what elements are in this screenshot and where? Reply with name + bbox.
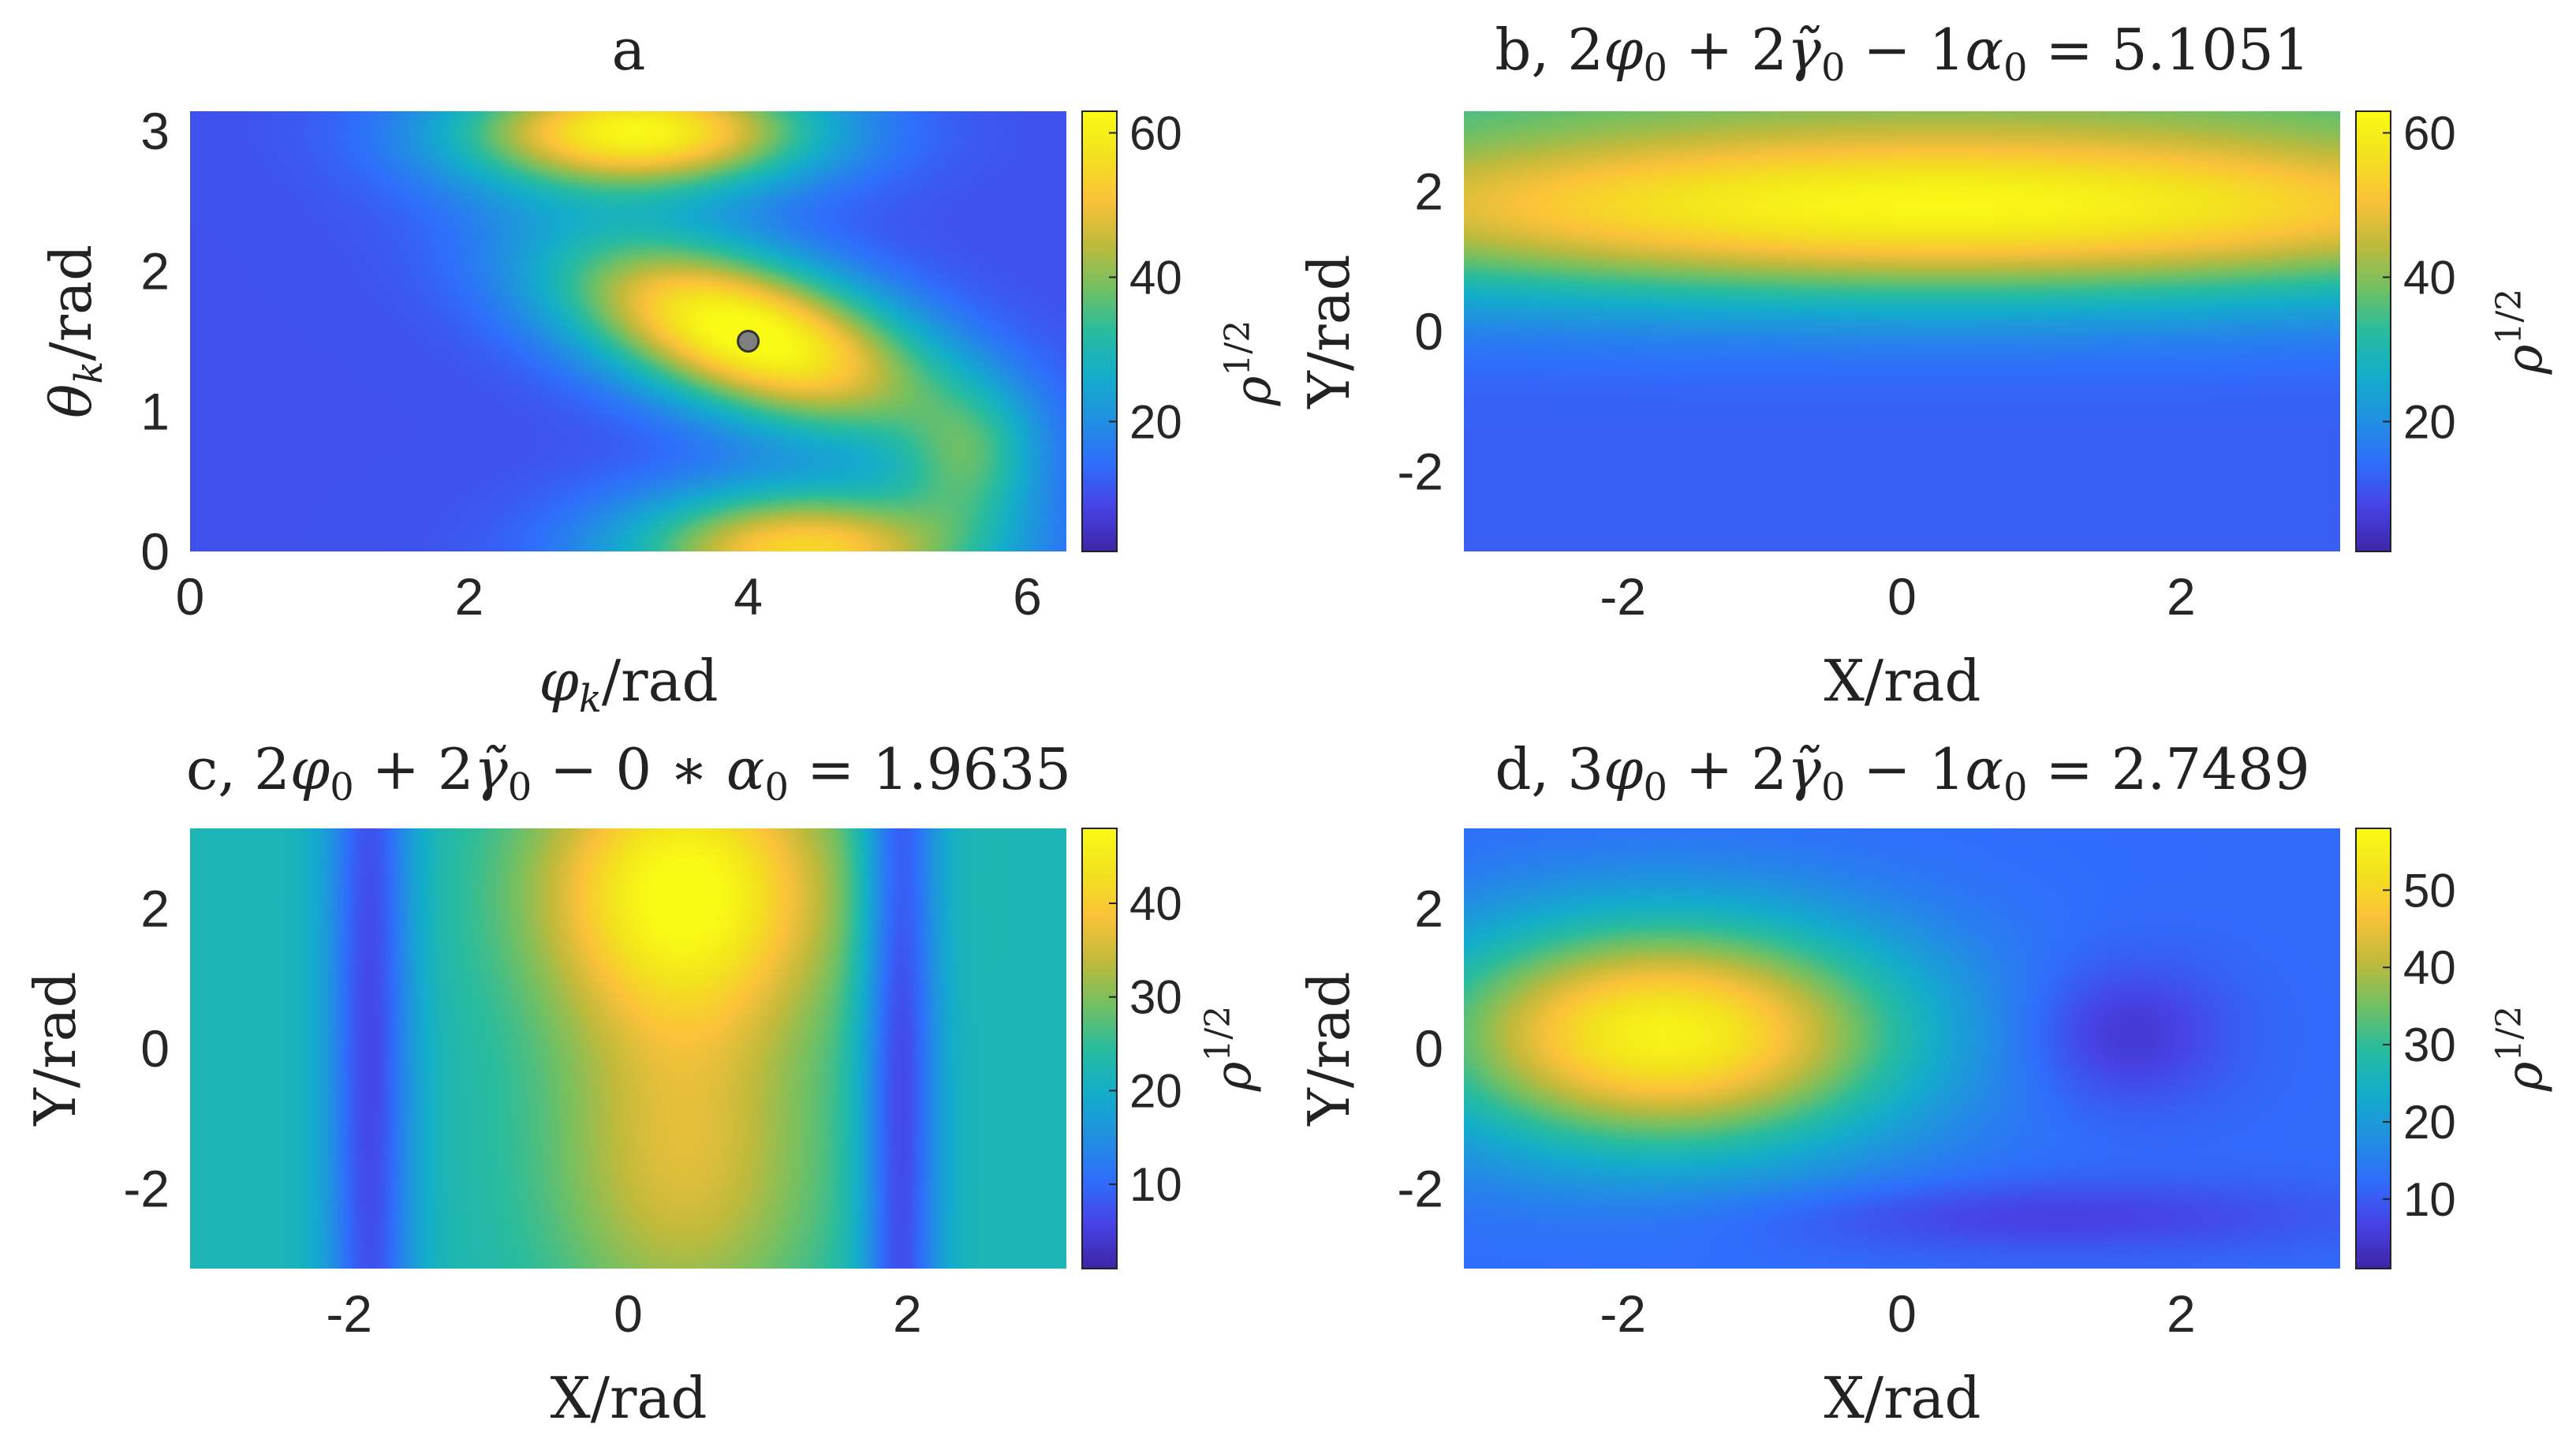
panel-a-ytick-label: 3 bbox=[140, 102, 170, 160]
panel-c-ylabel: Y/rad bbox=[22, 971, 88, 1126]
panel-a-heatmap bbox=[190, 111, 1066, 551]
panel-d-colorbar-label: ρ1/2 bbox=[2489, 1006, 2554, 1092]
panel-a-colorbar-tick-label: 60 bbox=[1129, 107, 1182, 159]
panel-b: b, 2φ0 + 2γ̃0 − 1α0 = 5.1051 -2 0 2 -2 0 2 X/… bbox=[1296, 17, 2554, 714]
panel-c-title-prefix: c, bbox=[186, 736, 236, 802]
panel-a-title: a bbox=[612, 17, 646, 83]
panel-a-colorbar-axis: 20 40 60 bbox=[1081, 107, 1182, 552]
panel-a-xtick-label: 6 bbox=[1013, 567, 1042, 626]
panel-d-ytick-label: -2 bbox=[1397, 1160, 1443, 1218]
panel-c-axes: -2 0 2 -2 0 2 bbox=[123, 879, 921, 1343]
panel-c-colorbar-axis: 10 20 30 40 bbox=[1081, 828, 1182, 1269]
panel-a-xlabel: φk/rad bbox=[539, 648, 718, 721]
panel-d-colorbar-axis: 10 20 30 40 50 bbox=[2355, 828, 2456, 1269]
panel-d-colorbar-tick-label: 20 bbox=[2403, 1096, 2456, 1149]
panel-b-title-value: 5.1051 bbox=[2111, 17, 2310, 83]
panel-a-ytick-label: 2 bbox=[140, 242, 170, 301]
panel-a-ylabel: θk/rad bbox=[38, 245, 111, 418]
panel-c-xtick-label: 0 bbox=[614, 1284, 643, 1343]
panel-c: c, 2φ0 + 2γ̃0 − 0 ∗ α0 = 1.9635 -2 0 2 -2 0 2… bbox=[22, 736, 1263, 1431]
panel-d-colorbar-frame bbox=[2355, 828, 2391, 1269]
panel-a-colorbar-frame bbox=[1081, 110, 1118, 552]
selected-point-marker bbox=[737, 329, 760, 353]
panel-d-axes: -2 0 2 -2 0 2 bbox=[1397, 879, 2195, 1343]
panel-d-colorbar-tick-label: 40 bbox=[2403, 941, 2456, 994]
panel-b-xlabel: X/rad bbox=[1824, 648, 1981, 714]
panel-c-colorbar-frame bbox=[1081, 828, 1118, 1269]
panel-d-colorbar bbox=[2356, 828, 2391, 1269]
panel-b-xtick-label: -2 bbox=[1600, 567, 1646, 626]
panel-d-ytick-label: 0 bbox=[1414, 1019, 1443, 1078]
panel-d-ylabel: Y/rad bbox=[1296, 971, 1362, 1126]
panel-b-ytick-label: 0 bbox=[1414, 302, 1443, 361]
panel-d-colorbar-tick-label: 50 bbox=[2403, 864, 2456, 917]
panel-c-heatmap bbox=[190, 828, 1066, 1269]
panel-b-xtick-label: 2 bbox=[2167, 567, 2196, 626]
panel-d-xtick-label: 2 bbox=[2167, 1284, 2196, 1343]
panel-c-xtick-label: 2 bbox=[893, 1284, 922, 1343]
panel-c-colorbar-tick-label: 40 bbox=[1129, 877, 1182, 930]
panel-b-ytick-label: -2 bbox=[1397, 443, 1443, 501]
panel-c-ytick-label: 0 bbox=[140, 1019, 170, 1078]
panel-a-xtick-label: 2 bbox=[454, 567, 483, 626]
panel-b-colorbar bbox=[2356, 111, 2391, 551]
panel-c-colorbar-tick-label: 10 bbox=[1129, 1158, 1182, 1211]
panel-b-heatmap bbox=[1464, 111, 2340, 551]
panel-d-xlabel: X/rad bbox=[1824, 1365, 1981, 1431]
panel-c-ytick-label: -2 bbox=[123, 1160, 170, 1218]
panel-d: d, 3φ0 + 2γ̃0 − 1α0 = 2.7489 -2 0 2 -2 0 2 X/… bbox=[1296, 736, 2554, 1431]
panel-a-axes: 0 2 4 6 0 1 2 3 bbox=[140, 102, 1042, 626]
panel-d-heatmap bbox=[1464, 828, 2340, 1269]
panel-a-colorbar-tick-label: 20 bbox=[1129, 395, 1182, 448]
panel-b-colorbar-tick-label: 40 bbox=[2403, 251, 2456, 304]
panel-c-colorbar-tick-label: 30 bbox=[1129, 971, 1182, 1024]
panel-d-colorbar-tick-label: 10 bbox=[2403, 1173, 2456, 1226]
panel-d-title-value: 2.7489 bbox=[2111, 736, 2310, 802]
panel-b-colorbar-tick-label: 20 bbox=[2403, 395, 2456, 448]
panel-d-colorbar-tick-label: 30 bbox=[2403, 1019, 2456, 1071]
panel-b-title: b, 2φ0 + 2γ̃0 − 1α0 = 5.1051 bbox=[1495, 17, 2309, 90]
panel-a-colorbar-label: ρ1/2 bbox=[1218, 320, 1282, 406]
panel-d-ytick-label: 2 bbox=[1414, 879, 1443, 937]
panel-c-colorbar-tick-label: 20 bbox=[1129, 1064, 1182, 1117]
panel-a-colorbar bbox=[1082, 111, 1117, 551]
panel-b-axes: -2 0 2 -2 0 2 bbox=[1397, 162, 2195, 626]
panel-b-colorbar-frame bbox=[2355, 110, 2391, 552]
panel-b-colorbar-tick-label: 60 bbox=[2403, 107, 2456, 159]
panel-d-title: d, 3φ0 + 2γ̃0 − 1α0 = 2.7489 bbox=[1495, 736, 2309, 809]
panel-d-xtick-label: 0 bbox=[1887, 1284, 1917, 1343]
panel-a-ytick-label: 0 bbox=[140, 522, 170, 581]
panel-a-ytick-label: 1 bbox=[140, 382, 170, 440]
panel-a-colorbar-tick-label: 40 bbox=[1129, 251, 1182, 304]
panel-c-colorbar bbox=[1082, 828, 1117, 1269]
panel-b-ytick-label: 2 bbox=[1414, 162, 1443, 220]
panel-c-ytick-label: 2 bbox=[140, 879, 170, 937]
panel-c-xlabel: X/rad bbox=[551, 1365, 707, 1431]
panel-b-ylabel: Y/rad bbox=[1296, 254, 1362, 409]
panel-a-xtick-label: 4 bbox=[734, 567, 763, 626]
panel-c-title-value: 1.9635 bbox=[872, 736, 1071, 802]
panel-d-xtick-label: -2 bbox=[1600, 1284, 1646, 1343]
panel-b-title-prefix: b, bbox=[1495, 17, 1549, 83]
panel-c-colorbar-label: ρ1/2 bbox=[1198, 1006, 1263, 1092]
panel-d-title-prefix: d, bbox=[1495, 736, 1549, 802]
panel-c-title: c, 2φ0 + 2γ̃0 − 0 ∗ α0 = 1.9635 bbox=[186, 736, 1071, 809]
panel-b-xtick-label: 0 bbox=[1887, 567, 1917, 626]
panel-b-colorbar-label: ρ1/2 bbox=[2489, 289, 2554, 375]
panel-c-xtick-label: -2 bbox=[326, 1284, 372, 1343]
panel-a-xtick-label: 0 bbox=[176, 567, 205, 626]
panel-b-colorbar-axis: 20 40 60 bbox=[2355, 107, 2456, 552]
